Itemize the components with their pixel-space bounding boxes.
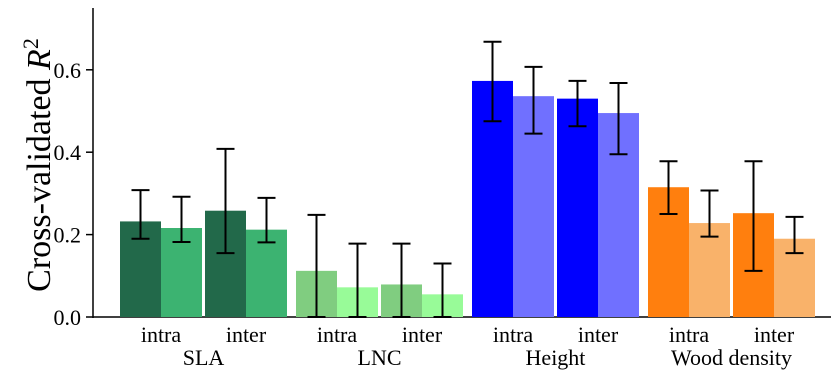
y-tick-label: 0.0 (54, 305, 82, 330)
subgroup-label: inter (226, 322, 267, 347)
group-label: SLA (183, 345, 225, 370)
subgroup-label: inter (402, 322, 443, 347)
subgroup-label: intra (141, 322, 182, 347)
y-axis-title: Cross-validated R2 (18, 38, 58, 292)
subgroup-label: intra (493, 322, 534, 347)
y-tick-label: 0.6 (54, 58, 82, 83)
subgroup-label: intra (669, 322, 710, 347)
subgroup-label: inter (754, 322, 795, 347)
y-tick-label: 0.2 (54, 223, 82, 248)
group-label: Wood density (671, 345, 792, 370)
group-label: LNC (358, 345, 402, 370)
bar (689, 223, 730, 317)
subgroup-label: inter (578, 322, 619, 347)
y-tick-label: 0.4 (54, 140, 82, 165)
bar (557, 98, 598, 317)
group-label: Height (526, 345, 586, 370)
bar (246, 229, 287, 317)
subgroup-label: intra (317, 322, 358, 347)
